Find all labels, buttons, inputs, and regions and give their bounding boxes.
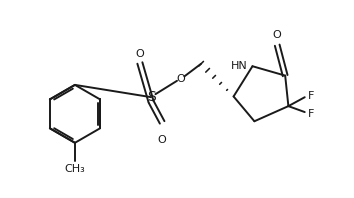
Text: CH₃: CH₃: [64, 164, 85, 174]
Text: F: F: [308, 91, 314, 101]
Text: O: O: [158, 135, 166, 145]
Text: F: F: [308, 109, 314, 119]
Text: O: O: [176, 74, 185, 84]
Text: HN: HN: [231, 61, 248, 71]
Text: O: O: [273, 30, 281, 40]
Text: S: S: [147, 90, 155, 104]
Text: O: O: [136, 49, 144, 59]
